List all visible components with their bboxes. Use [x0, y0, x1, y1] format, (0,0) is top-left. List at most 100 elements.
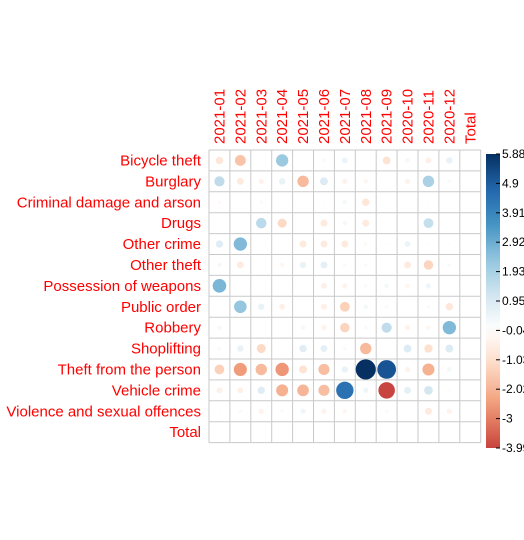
data-circle — [448, 389, 451, 392]
row-label: Possession of weapons — [43, 278, 201, 295]
data-circle — [276, 154, 289, 167]
legend-tick-label: -3 — [502, 412, 513, 426]
data-circle — [301, 200, 305, 204]
data-circle — [445, 344, 454, 353]
data-circle — [276, 384, 289, 397]
data-circle — [318, 384, 330, 396]
data-circle — [239, 200, 242, 204]
data-circle — [217, 325, 222, 330]
column-label: 2021-09 — [379, 89, 396, 144]
data-circle — [299, 344, 307, 353]
data-circle — [237, 345, 244, 352]
legend-tick-label: 1.93 — [502, 265, 524, 279]
data-circle — [425, 157, 432, 164]
column-label: 2021-01 — [211, 89, 228, 144]
data-circle — [342, 408, 348, 414]
data-circle — [384, 409, 389, 414]
data-circle — [256, 217, 267, 229]
data-circle — [424, 386, 433, 395]
column-label: 2021-03 — [253, 89, 270, 144]
data-circle — [299, 261, 307, 269]
data-circle — [216, 387, 223, 394]
column-label: Total — [462, 112, 479, 144]
row-label: Criminal damage and arson — [17, 194, 201, 211]
data-circle — [447, 367, 452, 372]
data-circle — [427, 200, 430, 204]
data-circle — [339, 301, 350, 312]
data-circle — [300, 325, 306, 330]
data-circle — [403, 344, 412, 353]
column-label: 2021-02 — [232, 89, 249, 144]
data-circle — [363, 242, 368, 246]
data-circle — [341, 366, 349, 373]
data-circle — [215, 240, 224, 248]
data-circle — [255, 363, 267, 376]
row-label: Other theft — [130, 257, 202, 274]
data-circle — [237, 387, 244, 394]
data-circle — [236, 177, 244, 185]
legend-tick-label: 5.88 — [502, 147, 524, 161]
data-circle — [212, 279, 227, 293]
data-circle — [259, 284, 263, 288]
data-circle — [233, 237, 248, 251]
row-label: Other crime — [123, 236, 201, 253]
data-circle — [425, 283, 432, 289]
data-circle — [280, 409, 284, 414]
legend-tick-label: 4.9 — [502, 176, 519, 190]
data-circle — [320, 240, 328, 248]
data-circle — [318, 363, 330, 376]
data-circle — [341, 240, 349, 248]
data-circle — [258, 408, 264, 414]
data-circle — [259, 326, 263, 329]
data-circle — [378, 382, 395, 399]
data-circle — [340, 322, 350, 333]
data-circle — [447, 179, 452, 184]
data-circle — [423, 218, 434, 229]
data-circle — [377, 360, 397, 379]
data-circle — [320, 345, 328, 353]
data-circle — [381, 322, 392, 333]
row-label: Violence and sexual offences — [6, 403, 201, 420]
legend-tick-label: 0.95 — [502, 294, 524, 308]
data-circle — [234, 155, 246, 166]
data-circle — [385, 347, 388, 350]
data-circle — [447, 263, 452, 267]
data-circle — [280, 200, 284, 204]
data-circle — [363, 387, 369, 393]
data-circle — [218, 409, 221, 413]
row-label: Vehicle crime — [112, 382, 201, 399]
data-circle — [342, 220, 348, 226]
data-circle — [259, 200, 264, 205]
data-circle — [423, 260, 434, 270]
data-circle — [404, 366, 411, 373]
data-circle — [279, 303, 286, 310]
data-circle — [280, 284, 284, 288]
row-label: Burglary — [145, 173, 201, 190]
data-circle — [297, 384, 309, 397]
data-circle — [363, 179, 369, 184]
row-label: Robbery — [144, 320, 201, 337]
data-circle — [278, 178, 286, 185]
data-circle — [342, 199, 348, 205]
data-circle — [322, 158, 326, 163]
data-circle — [424, 344, 433, 353]
data-circle — [422, 363, 435, 376]
data-circle — [404, 261, 412, 269]
data-circle — [300, 408, 306, 414]
data-circle — [301, 221, 305, 225]
data-circle — [275, 362, 289, 377]
data-circle — [406, 305, 409, 309]
data-circle — [363, 304, 369, 310]
data-circle — [336, 381, 354, 400]
data-circle — [445, 303, 454, 311]
legend-tick-label: 3.91 — [502, 206, 524, 220]
data-circle — [446, 408, 452, 414]
data-circle — [321, 325, 327, 331]
legend-tick-label: 2.92 — [502, 235, 524, 249]
data-circle — [364, 159, 368, 162]
data-circle — [320, 261, 328, 269]
data-circle — [446, 157, 453, 164]
data-circle — [217, 262, 222, 268]
data-circle — [426, 325, 431, 330]
